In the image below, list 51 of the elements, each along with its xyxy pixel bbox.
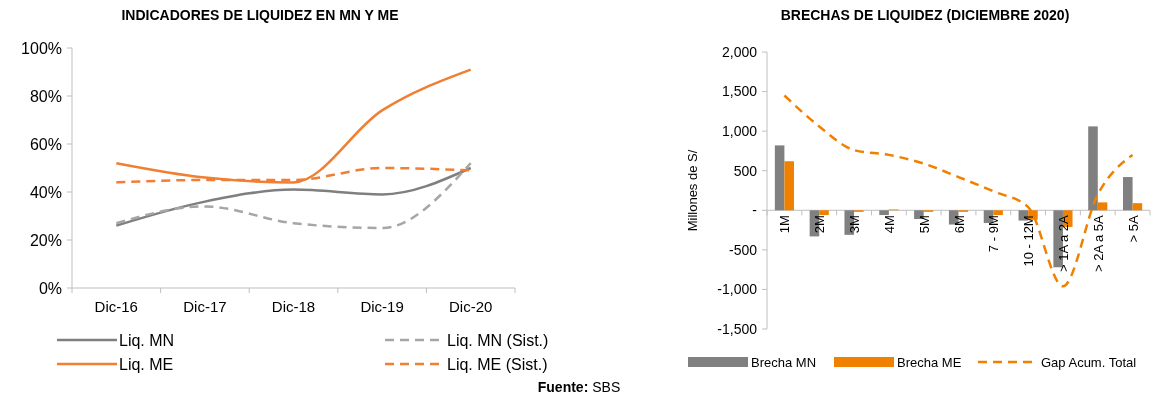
bar [774,145,785,211]
legend-label: Liq. ME (Sist.) [447,355,548,373]
x-tick-label: 6M [951,215,967,234]
bar [819,210,829,216]
legend-label: Liq. MN (Sist.) [447,331,549,349]
y-tick-label: 500 [733,162,758,179]
y-tick-label: -500 [728,241,758,258]
bar [1097,202,1108,211]
y-tick-label: 1,500 [721,83,758,100]
bar [1088,126,1098,211]
x-tick-label: Dic-20 [449,298,493,315]
bar [1123,177,1133,211]
y-tick-label: 80% [29,87,62,105]
bar [993,210,1003,216]
y-tick-label: 40% [29,183,62,201]
x-tick-label: 2M [812,215,828,234]
x-tick-label: 7 - 9M [986,215,1002,253]
x-tick-label: 1M [777,215,793,234]
legend-label: Gap Acum. Total [1041,354,1137,370]
x-tick-label: 10 - 12M [1021,215,1037,267]
x-tick-label: Dic-19 [360,298,404,315]
chart-title: BRECHAS DE LIQUIDEZ (DICIEMBRE 2020) [780,7,1070,23]
bar [784,161,794,211]
x-tick-label: Dic-18 [271,298,316,315]
y-tick-label: 1,000 [721,123,758,140]
bar [879,210,889,216]
y-tick-label: - [752,202,758,219]
legend-label: Brecha ME [897,354,962,370]
legend-label: Brecha MN [751,354,817,370]
y-tick-label: 20% [29,231,62,249]
y-tick-label: -1,500 [717,320,758,337]
x-tick-label: > 2A a 5A [1090,214,1106,273]
x-tick-label: 3M [847,215,863,234]
x-tick-label: Dic-17 [183,298,227,315]
x-tick-label: > 5A [1125,214,1141,243]
y-tick-label: 0% [38,279,62,297]
line-series [115,68,472,184]
legend-label: Liq. ME [119,355,174,373]
y-tick-label: 100% [21,39,62,57]
x-tick-label: 5M [916,215,932,234]
y-tick-label: -1,000 [717,281,758,298]
bar [1132,203,1143,211]
y-axis-title: Millones de S/ [685,149,700,232]
y-tick-label: 2,000 [721,43,758,60]
source-note: Fuente: SBS [537,379,621,395]
chart-title: INDICADORES DE LIQUIDEZ EN MN Y ME [121,7,399,23]
x-tick-label: > 1A a 2A [1055,214,1071,273]
legend-label: Liq. MN [119,331,175,349]
y-tick-label: 60% [29,135,62,153]
x-tick-label: Dic-16 [94,298,138,315]
x-tick-label: 4M [881,215,897,234]
